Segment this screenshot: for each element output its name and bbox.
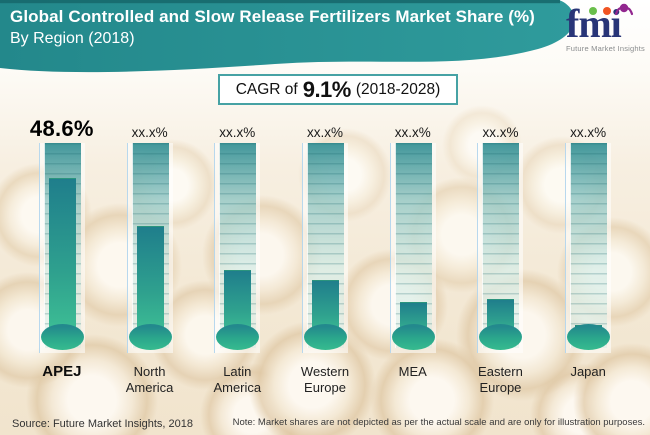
source-text: Source: Future Market Insights, 2018 [12, 418, 193, 430]
bar-bulb [128, 324, 172, 350]
region-label: Latin America [213, 364, 262, 395]
bar-tube [477, 143, 524, 353]
note-text: Note: Market shares are not depicted as … [232, 417, 645, 428]
region-label: Eastern Europe [478, 364, 523, 395]
title-line-1: Global Controlled and Slow Release Ferti… [10, 7, 535, 26]
cagr-callout: CAGR of 9.1% (2018-2028) [218, 74, 458, 105]
bar-tube [214, 143, 261, 353]
region-label: North America [125, 364, 174, 395]
bar-column: xx.x% Latin America [193, 112, 281, 396]
bar-value-label: xx.x% [131, 125, 168, 140]
fmi-logo: fmi Future Market Insights [566, 4, 646, 58]
bar-column: xx.x% MEA [369, 112, 457, 396]
bar-tube [389, 143, 436, 353]
cagr-prefix: CAGR of [235, 80, 298, 98]
bar-tube [38, 143, 85, 353]
bar-value-label: xx.x% [219, 125, 256, 140]
page-title: Global Controlled and Slow Release Ferti… [10, 7, 535, 48]
title-line-2: By Region (2018) [10, 30, 135, 47]
logo-green-dot-icon [589, 7, 597, 15]
bar-value-label: xx.x% [394, 125, 431, 140]
bar-column: xx.x% North America [106, 112, 194, 396]
bars-row: 48.6% APEJ xx.x% North America xx.x% [18, 112, 632, 396]
logo-orange-dot-icon [603, 7, 611, 15]
bar-tube-scale [570, 143, 608, 348]
bar-bulb [567, 324, 611, 350]
bar-tube [302, 143, 349, 353]
logo-person-icon [614, 3, 634, 16]
region-label: Japan [570, 364, 606, 379]
bar-bulb [216, 324, 260, 350]
region-label: Western Europe [300, 364, 350, 395]
bar-bulb [479, 324, 523, 350]
bar-column: 48.6% APEJ [18, 112, 106, 396]
cagr-period: (2018-2028) [355, 80, 441, 98]
bar-fill [48, 178, 76, 337]
bar-value-label: xx.x% [482, 125, 519, 140]
bar-column: xx.x% Western Europe [281, 112, 369, 396]
bar-column: xx.x% Japan [544, 112, 632, 396]
bar-tube [565, 143, 612, 353]
bar-value-label: xx.x% [307, 125, 344, 140]
bar-bulb [304, 324, 348, 350]
header-wave-shape [0, 0, 575, 73]
cagr-value: 9.1% [302, 76, 352, 102]
bar-bulb [391, 324, 435, 350]
region-label: MEA [398, 364, 427, 379]
bar-bulb [40, 324, 84, 350]
region-label: APEJ [42, 363, 82, 380]
bar-fill [136, 226, 164, 337]
bar-tube [126, 143, 173, 353]
bar-value-label: xx.x% [570, 125, 607, 140]
bar-column: xx.x% Eastern Europe [457, 112, 545, 396]
logo-tagline: Future Market Insights [566, 44, 646, 53]
bar-value-label: 48.6% [29, 116, 94, 141]
